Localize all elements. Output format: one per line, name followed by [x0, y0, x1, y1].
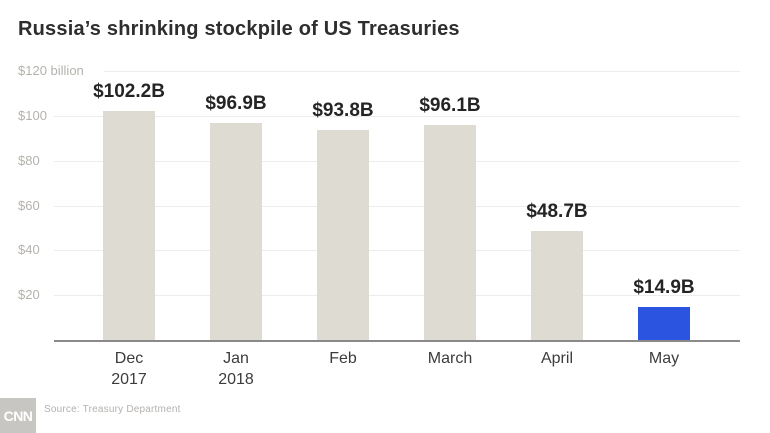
gridline [54, 295, 740, 296]
bar [103, 111, 155, 340]
y-axis-tick-label: $120 billion [18, 63, 84, 78]
bar [531, 231, 583, 340]
cnn-logo: CNN [0, 398, 36, 433]
gridline [54, 161, 740, 162]
y-axis-tick-label: $80 [18, 153, 40, 168]
gridline [104, 71, 740, 72]
bar [317, 130, 369, 340]
source-attribution: Source: Treasury Department [44, 404, 181, 415]
bar [424, 125, 476, 340]
gridline [54, 206, 740, 207]
bar-value-label: $102.2B [93, 81, 165, 102]
x-axis-label: April [540, 350, 573, 367]
x-axis-line [54, 340, 740, 342]
bar-value-label: $14.9B [633, 277, 695, 298]
bar-value-label: $96.9B [205, 93, 267, 114]
bar [210, 123, 262, 340]
x-axis-label: Dec [114, 350, 144, 367]
y-axis-tick-label: $100 [18, 108, 47, 123]
gridline [54, 250, 740, 251]
x-axis-year-label: 2017 [111, 371, 147, 388]
x-axis-label: Feb [329, 350, 357, 367]
x-axis-label: May [648, 350, 680, 367]
chart-title: Russia’s shrinking stockpile of US Treas… [18, 18, 460, 40]
y-axis-tick-label: $20 [18, 287, 40, 302]
y-axis-tick-label: $60 [18, 198, 40, 213]
y-axis-tick-label: $40 [18, 242, 40, 257]
bar-value-label: $93.8B [312, 100, 374, 121]
gridline [54, 116, 740, 117]
x-axis-label: Jan [223, 350, 249, 367]
x-axis-label: March [427, 350, 473, 367]
bar-value-label: $48.7B [526, 201, 588, 222]
bar-value-label: $96.1B [419, 95, 481, 116]
x-axis-year-label: 2018 [218, 371, 254, 388]
bar [638, 307, 690, 340]
